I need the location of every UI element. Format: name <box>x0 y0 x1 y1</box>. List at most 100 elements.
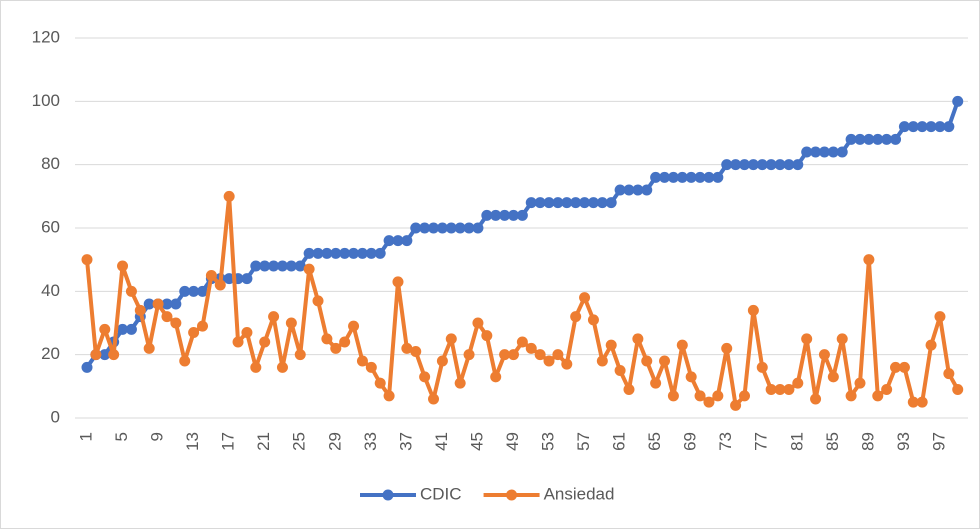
series-marker <box>507 349 519 361</box>
series-marker <box>898 361 910 373</box>
series-marker <box>241 327 253 338</box>
series-marker <box>436 222 448 234</box>
series-marker <box>952 95 964 107</box>
series-marker <box>543 197 555 209</box>
series-marker <box>765 384 777 395</box>
series-marker <box>303 263 315 275</box>
series-marker <box>641 355 653 367</box>
series-marker <box>534 197 546 209</box>
series-marker <box>268 311 280 323</box>
x-tick-label: 37 <box>396 432 415 451</box>
series-marker <box>445 222 457 234</box>
series-marker <box>650 377 662 389</box>
series-marker <box>721 342 733 354</box>
x-tick-label: 97 <box>929 432 948 451</box>
series-marker <box>81 361 93 373</box>
series-marker <box>836 333 848 345</box>
series-marker <box>117 323 129 335</box>
series-marker <box>916 121 928 133</box>
x-tick-label: 89 <box>858 432 877 451</box>
series-marker <box>783 384 795 395</box>
series-marker <box>179 285 191 297</box>
series-marker <box>774 159 786 171</box>
series-marker <box>525 197 537 209</box>
series-marker <box>898 121 910 133</box>
x-tick-label: 13 <box>183 432 202 451</box>
series-marker <box>214 279 226 291</box>
series-marker <box>170 298 182 310</box>
series-marker <box>685 171 697 183</box>
series-marker <box>259 336 271 348</box>
series-marker <box>863 254 875 266</box>
series-marker <box>454 377 466 389</box>
series-marker <box>596 197 608 209</box>
series-marker <box>703 396 715 408</box>
series-marker <box>134 304 146 316</box>
series-marker <box>499 209 511 221</box>
series-marker <box>890 133 902 145</box>
x-tick-label: 57 <box>574 432 593 451</box>
series-marker <box>712 390 724 402</box>
x-tick-label: 61 <box>610 432 629 451</box>
series-marker <box>605 197 617 209</box>
series-marker <box>321 247 333 259</box>
series-marker <box>428 222 440 234</box>
series-marker <box>250 260 262 272</box>
series-marker <box>818 349 830 361</box>
series-marker <box>943 368 955 380</box>
series-marker <box>827 371 839 383</box>
series-marker <box>285 317 297 329</box>
series-marker <box>925 339 937 351</box>
series-marker <box>179 355 191 367</box>
series-marker <box>881 384 893 395</box>
series-marker <box>143 342 155 354</box>
y-tick-label: 120 <box>32 27 60 46</box>
series-marker <box>410 222 422 234</box>
series-marker <box>312 247 324 259</box>
series-marker <box>197 285 209 297</box>
x-tick-label: 9 <box>148 432 167 441</box>
series-marker <box>721 159 733 171</box>
series-marker <box>730 399 742 411</box>
series-marker <box>276 260 288 272</box>
series-marker <box>507 209 519 221</box>
series-marker <box>285 260 297 272</box>
series-marker <box>801 146 813 158</box>
series-marker <box>99 349 111 361</box>
x-tick-label: 65 <box>645 432 664 451</box>
series-marker <box>810 146 822 158</box>
series-marker <box>756 159 768 171</box>
series-marker <box>561 197 573 209</box>
series-marker <box>810 393 822 405</box>
series-marker <box>676 339 688 351</box>
series-marker <box>934 311 946 323</box>
series-marker <box>667 171 679 183</box>
series-marker <box>659 355 671 367</box>
series-marker <box>614 184 626 196</box>
series-marker <box>872 133 884 145</box>
series-marker <box>339 247 351 259</box>
series-marker <box>792 377 804 389</box>
series-marker <box>481 330 493 342</box>
series-marker <box>570 311 582 323</box>
series-marker <box>836 146 848 158</box>
series-marker <box>232 336 244 348</box>
series-marker <box>125 285 137 297</box>
series-marker <box>428 393 440 405</box>
y-tick-label: 100 <box>32 91 60 110</box>
series-marker <box>907 121 919 133</box>
series-marker <box>907 396 919 408</box>
series-marker <box>650 171 662 183</box>
series-marker <box>90 349 102 361</box>
series-marker <box>854 133 866 145</box>
series-marker <box>659 171 671 183</box>
series-marker <box>890 361 902 373</box>
series-marker <box>392 276 404 288</box>
series-marker <box>694 390 706 402</box>
series-marker <box>241 273 253 285</box>
series-marker <box>294 349 306 361</box>
series-marker <box>738 159 750 171</box>
series-marker <box>818 146 830 158</box>
series-marker <box>872 390 884 402</box>
legend-label: CDIC <box>420 484 462 503</box>
